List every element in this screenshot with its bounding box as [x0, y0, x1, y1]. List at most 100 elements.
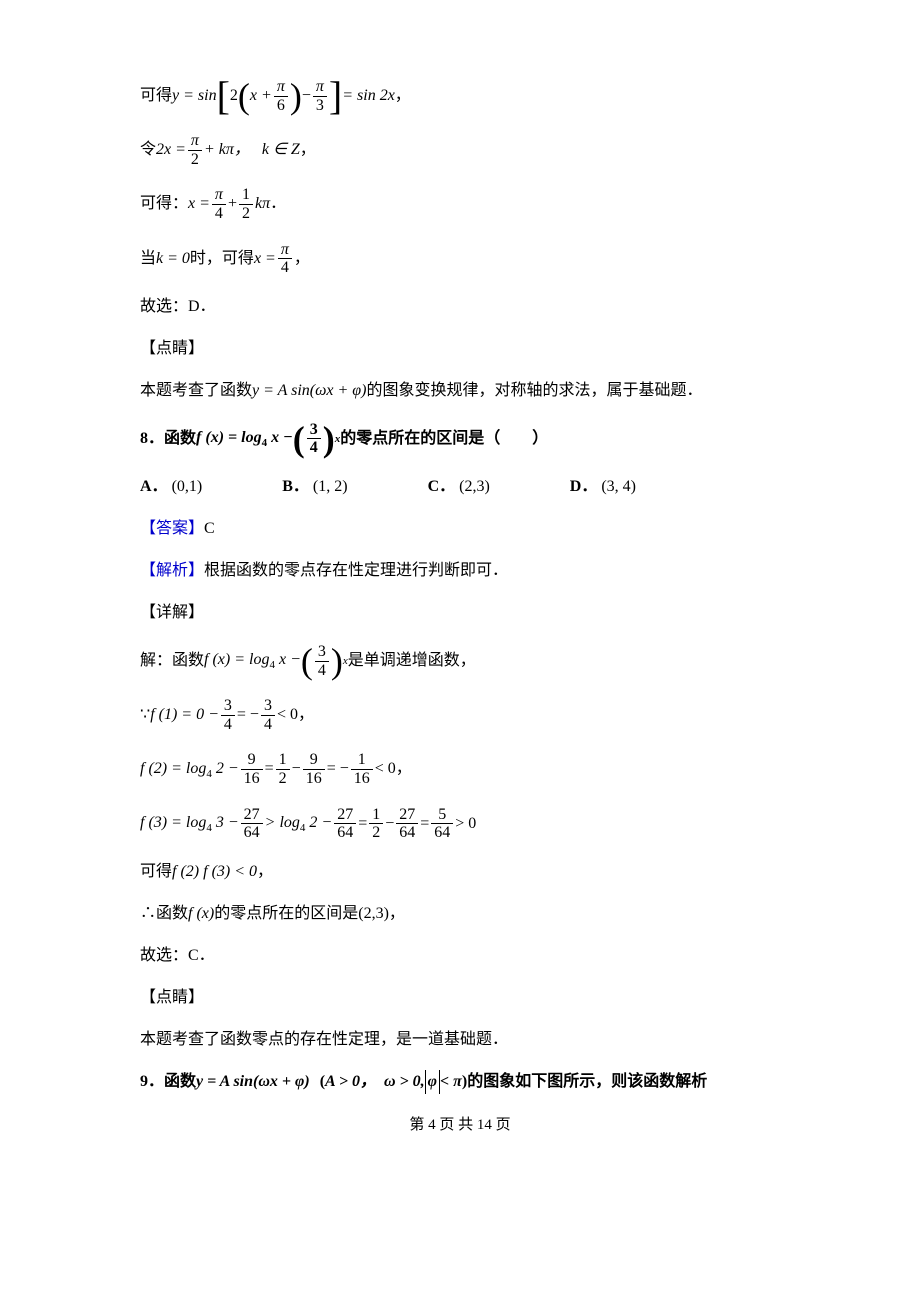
coef: 2 — [230, 84, 238, 108]
punct: ， — [396, 757, 412, 781]
eq: = — [358, 812, 367, 836]
math: y = A sin(ωx + φ) — [252, 379, 366, 403]
punct: ， — [389, 902, 405, 926]
section-heading-2: 【点睛】 — [140, 986, 780, 1010]
fraction: π6 — [274, 78, 288, 114]
solution-conclusion: ∴函数 f (x) 的零点所在的区间是 (2,3) ， — [140, 902, 780, 926]
page-footer: 第 4 页 共 14 页 — [140, 1114, 780, 1137]
text: 本题考查了函数 — [140, 379, 252, 403]
derivation-line-1: 可得 y = sin [ 2 ( x + π6 ) − π3 ] = sin 2… — [140, 78, 780, 114]
answer-value: C — [204, 517, 215, 541]
fraction: 564 — [431, 806, 453, 842]
text: 时，可得 — [190, 247, 254, 271]
math: + kπ， — [204, 138, 250, 162]
text: 的图象变换规律，对称轴的求法，属于基础题． — [366, 379, 702, 403]
solution-f2: f (2) = log4 2 − 916 = 12 − 916 = − 116 … — [140, 751, 780, 787]
fraction: 34 — [307, 421, 321, 457]
punct: ， — [257, 860, 273, 884]
paren: ) — [290, 80, 302, 112]
abs-phi: φ — [425, 1070, 440, 1094]
fraction: 2764 — [396, 806, 418, 842]
punct: ， — [395, 84, 411, 108]
punct: ． — [270, 192, 286, 216]
fraction: 116 — [351, 751, 373, 787]
option-d: D．(3, 4) — [570, 475, 636, 499]
fraction: 34 — [221, 697, 235, 733]
math: x = — [188, 192, 210, 216]
lt: < 0 — [277, 703, 298, 727]
punct: ， — [300, 138, 316, 162]
math: x + — [250, 84, 272, 108]
solution-product: 可得 f (2) f (3) < 0 ， — [140, 860, 780, 884]
math: f (2) = log4 2 − — [140, 757, 239, 783]
answer-label: 【答案】 — [140, 517, 204, 541]
because: ∵ — [140, 703, 150, 727]
option-c: C．(2,3) — [428, 475, 490, 499]
paren: ) — [323, 423, 335, 455]
fraction: 12 — [276, 751, 290, 787]
text: 函数 — [164, 1070, 196, 1094]
question-number: 8． — [140, 427, 164, 451]
paren: ( — [293, 423, 305, 455]
eq: = − — [327, 757, 349, 781]
math: f (1) = 0 − — [150, 703, 219, 727]
solution-f3: f (3) = log4 3 − 2764 > log4 2 − 2764 = … — [140, 806, 780, 842]
answer-line: 【答案】C — [140, 517, 780, 541]
bracket: ] — [329, 78, 342, 114]
fraction: 34 — [261, 697, 275, 733]
fraction: π2 — [188, 132, 202, 168]
option-b: B．(1, 2) — [282, 475, 347, 499]
math: = sin 2x — [342, 84, 395, 108]
bracket: [ — [217, 78, 230, 114]
lt: < 0 — [375, 757, 396, 781]
math: x = — [254, 247, 276, 271]
punct: ， — [298, 703, 314, 727]
solution-f1: ∵ f (1) = 0 − 34 = − 34 < 0 ， — [140, 697, 780, 733]
text: 当 — [140, 247, 156, 271]
remark-line: 本题考查了函数 y = A sin(ωx + φ) 的图象变换规律，对称轴的求法… — [140, 379, 780, 403]
interval: (2,3) — [358, 902, 389, 926]
punct: ， — [294, 247, 310, 271]
answer-options: A．(0,1) B．(1, 2) C．(2,3) D．(3, 4) — [140, 475, 780, 499]
math: y = A sin(ωx + φ) — [196, 1070, 310, 1094]
math: > log4 2 − — [265, 811, 333, 837]
fraction: 2764 — [334, 806, 356, 842]
fraction: 916 — [241, 751, 263, 787]
math: k = 0 — [156, 247, 190, 271]
derivation-line-4: 当 k = 0 时，可得 x = π4 ， — [140, 241, 780, 277]
detail-heading: 【详解】 — [140, 601, 780, 625]
fraction: 2764 — [241, 806, 263, 842]
math: kπ — [255, 192, 270, 216]
remark-line-2: 本题考查了函数零点的存在性定理，是一道基础题． — [140, 1028, 780, 1052]
cond: ω > 0, — [384, 1070, 425, 1094]
text: 函数 — [164, 427, 196, 451]
question-8: 8． 函数 f (x) = log4 x − ( 34 ) x 的零点所在的区间… — [140, 421, 780, 457]
fraction: π4 — [212, 186, 226, 222]
fraction: 34 — [315, 643, 329, 679]
plus: + — [228, 192, 237, 216]
math: f (2) f (3) < 0 — [172, 860, 257, 884]
answer-choice: 故选：D． — [140, 295, 780, 319]
eq: = − — [237, 703, 259, 727]
gt: > 0 — [455, 812, 476, 836]
text: 的图象如下图所示，则该函数解析 — [467, 1070, 707, 1094]
fraction: 12 — [239, 186, 253, 222]
solution-line-1: 解：函数 f (x) = log4 x − ( 34 ) x 是单调递增函数， — [140, 643, 780, 679]
option-a: A．(0,1) — [140, 475, 202, 499]
text: 可得： — [140, 192, 188, 216]
paren: ) — [331, 645, 343, 677]
question-9: 9． 函数 y = A sin(ωx + φ) ( A > 0， ω > 0, … — [140, 1070, 780, 1094]
page-content: 可得 y = sin [ 2 ( x + π6 ) − π3 ] = sin 2… — [0, 0, 920, 1176]
text: 可得 — [140, 860, 172, 884]
text: ∴函数 — [140, 902, 188, 926]
minus: − — [292, 757, 301, 781]
minus: − — [385, 812, 394, 836]
answer-choice-2: 故选：C． — [140, 944, 780, 968]
derivation-line-3: 可得： x = π4 + 12 kπ ． — [140, 186, 780, 222]
analysis-line: 【解析】根据函数的零点存在性定理进行判断即可． — [140, 559, 780, 583]
math: f (x) = log4 x − — [204, 648, 301, 674]
fraction: 12 — [369, 806, 383, 842]
fraction: π3 — [313, 78, 327, 114]
text: 令 — [140, 138, 156, 162]
paren: ( — [301, 645, 313, 677]
